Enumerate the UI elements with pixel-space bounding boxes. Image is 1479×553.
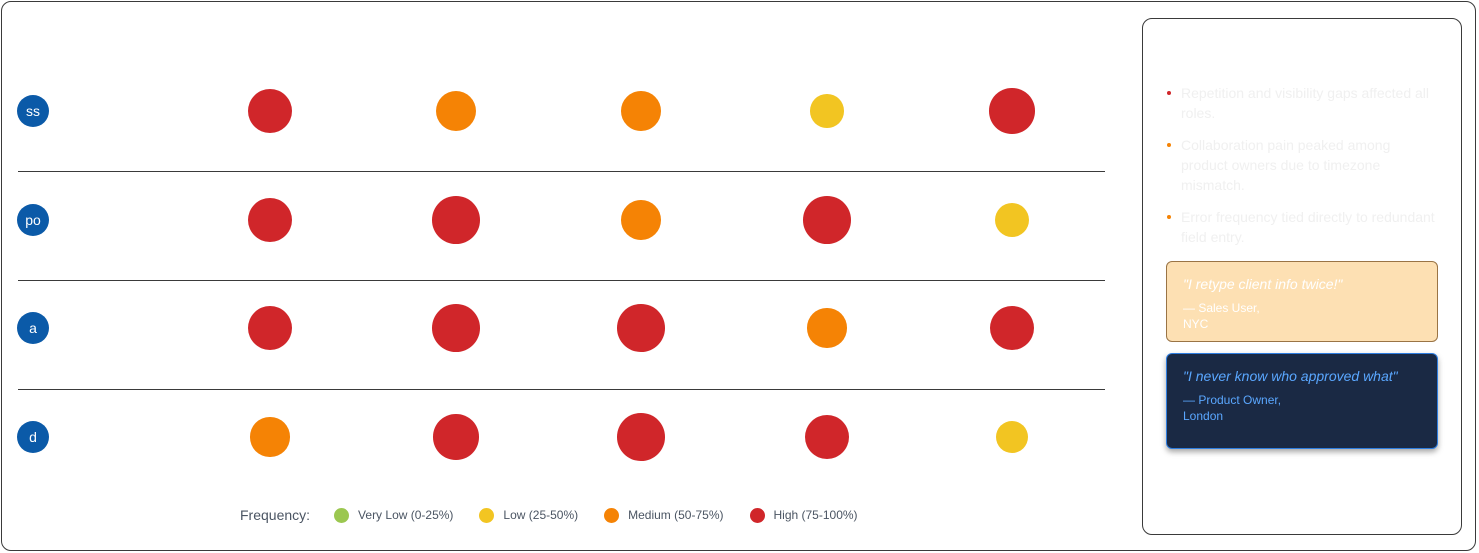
insights-panel: Repetition and visibility gaps affected … bbox=[1142, 18, 1462, 535]
row-avatar: a bbox=[17, 312, 49, 344]
quote-attribution: — Product Owner, London bbox=[1183, 392, 1421, 424]
frequency-bubble bbox=[247, 197, 293, 243]
frequency-bubble bbox=[994, 202, 1030, 238]
legend-item-medium: Medium (50-75%) bbox=[604, 507, 724, 523]
frequency-bubble bbox=[621, 91, 661, 131]
bullet-dot-icon bbox=[1167, 215, 1171, 219]
legend-swatch-low bbox=[479, 507, 495, 523]
insight-item: Error frequency tied directly to redunda… bbox=[1167, 207, 1439, 247]
legend-item-very-low: Very Low (0-25%) bbox=[334, 507, 454, 523]
quote-attribution-role: — Sales User, bbox=[1183, 301, 1260, 315]
frequency-legend: Frequency: Very Low (0-25%) Low (25-50%)… bbox=[240, 505, 884, 525]
frequency-bubble bbox=[803, 196, 851, 244]
quote-text: "I never know who approved what" bbox=[1183, 368, 1398, 384]
legend-swatch-medium bbox=[604, 507, 620, 523]
insight-item: Collaboration pain peaked among product … bbox=[1167, 135, 1439, 195]
quote-attribution-location: London bbox=[1183, 409, 1224, 423]
frequency-bubble bbox=[617, 413, 665, 461]
quote-card-product-owner: "I never know who approved what" — Produ… bbox=[1166, 353, 1438, 449]
quote-attribution-role: — Product Owner, bbox=[1183, 393, 1282, 407]
legend-label-very-low: Very Low (0-25%) bbox=[358, 508, 454, 522]
frequency-bubble bbox=[989, 305, 1035, 351]
row-divider bbox=[18, 280, 1105, 281]
bullet-dot-icon bbox=[1167, 143, 1171, 147]
frequency-bubble bbox=[621, 200, 661, 240]
row-divider bbox=[18, 389, 1105, 390]
frequency-bubble bbox=[247, 88, 293, 134]
legend-title: Frequency: bbox=[240, 507, 311, 523]
legend-item-high: High (75-100%) bbox=[749, 507, 858, 523]
legend-label-low: Low (25-50%) bbox=[503, 508, 579, 522]
frequency-bubble bbox=[250, 417, 290, 457]
frequency-bubble bbox=[247, 305, 293, 351]
quote-card-sales: "I retype client info twice!" — Sales Us… bbox=[1166, 261, 1438, 342]
legend-swatch-high bbox=[749, 507, 765, 523]
row-avatar: po bbox=[17, 204, 49, 236]
legend-item-low: Low (25-50%) bbox=[479, 507, 579, 523]
row-avatar: d bbox=[17, 421, 49, 453]
frequency-bubble bbox=[807, 308, 847, 348]
frequency-bubble bbox=[432, 196, 480, 244]
bullet-dot-icon bbox=[1167, 91, 1171, 95]
frequency-bubble bbox=[804, 414, 850, 460]
quote-text: "I retype client info twice!" bbox=[1183, 276, 1343, 292]
frequency-bubble bbox=[989, 88, 1035, 134]
legend-swatch-very-low bbox=[334, 507, 350, 523]
frequency-bubble bbox=[995, 420, 1029, 454]
legend-label-medium: Medium (50-75%) bbox=[628, 508, 724, 522]
insight-text: Error frequency tied directly to redunda… bbox=[1181, 209, 1435, 245]
quote-attribution: — Sales User, NYC bbox=[1183, 300, 1421, 332]
frequency-bubble bbox=[810, 94, 844, 128]
frequency-bubble bbox=[433, 414, 479, 460]
frequency-bubble bbox=[435, 90, 477, 132]
insight-text: Repetition and visibility gaps affected … bbox=[1181, 85, 1430, 121]
insight-item: Repetition and visibility gaps affected … bbox=[1167, 83, 1439, 123]
quote-attribution-location: NYC bbox=[1183, 317, 1209, 331]
frequency-bubble bbox=[432, 304, 480, 352]
frequency-bubble bbox=[617, 304, 665, 352]
legend-label-high: High (75-100%) bbox=[773, 508, 858, 522]
row-avatar: ss bbox=[17, 95, 49, 127]
insight-text: Collaboration pain peaked among product … bbox=[1181, 137, 1391, 193]
row-divider bbox=[18, 171, 1105, 172]
